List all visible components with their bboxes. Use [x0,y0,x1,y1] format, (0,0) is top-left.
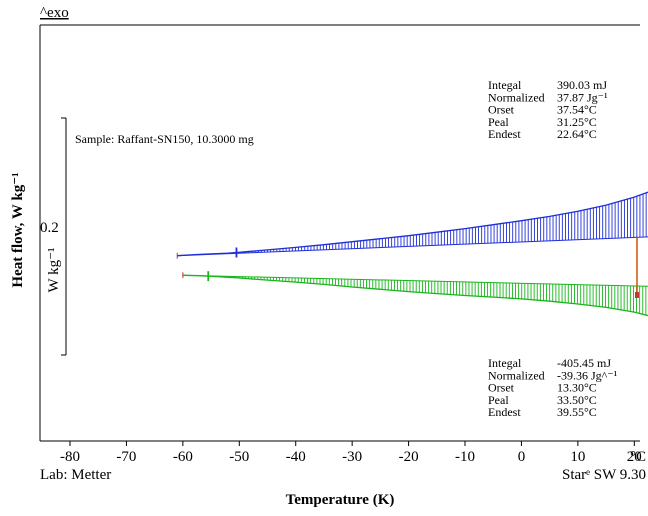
results-row-value: 390.03 mJ [557,78,607,92]
heating-results-table: Integal 390.03 mJ Normalized 37.87 Jg⁻¹ Orse… [488,78,608,141]
results-row-label: Integal [488,356,522,370]
scale-value: 0.2 [40,220,59,236]
scale-unit-label: W kg⁻¹ [46,247,62,292]
scale-bar [61,117,67,356]
heating-baseline [177,236,648,257]
x-tick-label: 20 [627,449,642,465]
software-label: Starᵉ SW 9.30 [562,467,646,483]
results-row-value: 37.54°C [557,103,597,117]
results-row-value: 37.87 Jg⁻¹ [557,90,608,104]
lab-label: Lab: Metter [40,467,111,483]
cooling-baseline [182,274,648,287]
x-tick-label: 0 [518,449,526,465]
results-row-value: 13.30°C [557,381,597,395]
results-row-label: Normalized [488,90,545,104]
results-row-label: Endest [488,405,521,419]
results-row-value: 39.55°C [557,405,597,419]
cooling-curve-line [182,274,648,317]
results-row-label: Peal [488,393,509,407]
results-row-label: Orset [488,103,515,117]
y-axis-label: Heat flow, W kg⁻¹ [10,172,26,287]
x-tick-label: -50 [229,449,249,465]
x-axis-ticks: -80-70-60-50-40-30-20-100102030405060°C [60,441,646,465]
results-row-label: Peal [488,115,509,129]
x-tick-label: -30 [342,449,362,465]
x-axis-label: Temperature (K) [286,492,395,508]
x-unit-label: °C [630,449,646,465]
cooling-results-table: Integal -405.45 mJ Normalized -39.36 Jg^⁻¹ O… [488,356,618,419]
plot-frame [39,24,640,442]
results-row-value: 31.25°C [557,115,597,129]
results-row-label: Integal [488,78,522,92]
results-row-value: 33.50°C [557,393,597,407]
results-row-value: -39.36 Jg^⁻¹ [557,368,618,382]
results-row-value: 22.64°C [557,127,597,141]
sample-label: Sample: Raffant-SN150, 10.3000 mg [75,132,254,146]
cooling-curve-group [182,271,648,317]
x-tick-label: -40 [286,449,306,465]
x-tick-label: -70 [116,449,136,465]
heating-curve-line [177,191,648,257]
results-row-value: -405.45 mJ [557,356,611,370]
results-row-label: Endest [488,127,521,141]
x-tick-label: -10 [455,449,475,465]
heating-curve-group [176,191,648,259]
right-edge-marker [635,238,639,298]
results-row-label: Normalized [488,368,545,382]
exo-label: ^exo [40,5,69,21]
results-row-label: Orset [488,381,515,395]
x-tick-label: -80 [60,449,80,465]
x-tick-label: 10 [570,449,585,465]
x-tick-label: -20 [399,449,419,465]
x-tick-label: -60 [173,449,193,465]
